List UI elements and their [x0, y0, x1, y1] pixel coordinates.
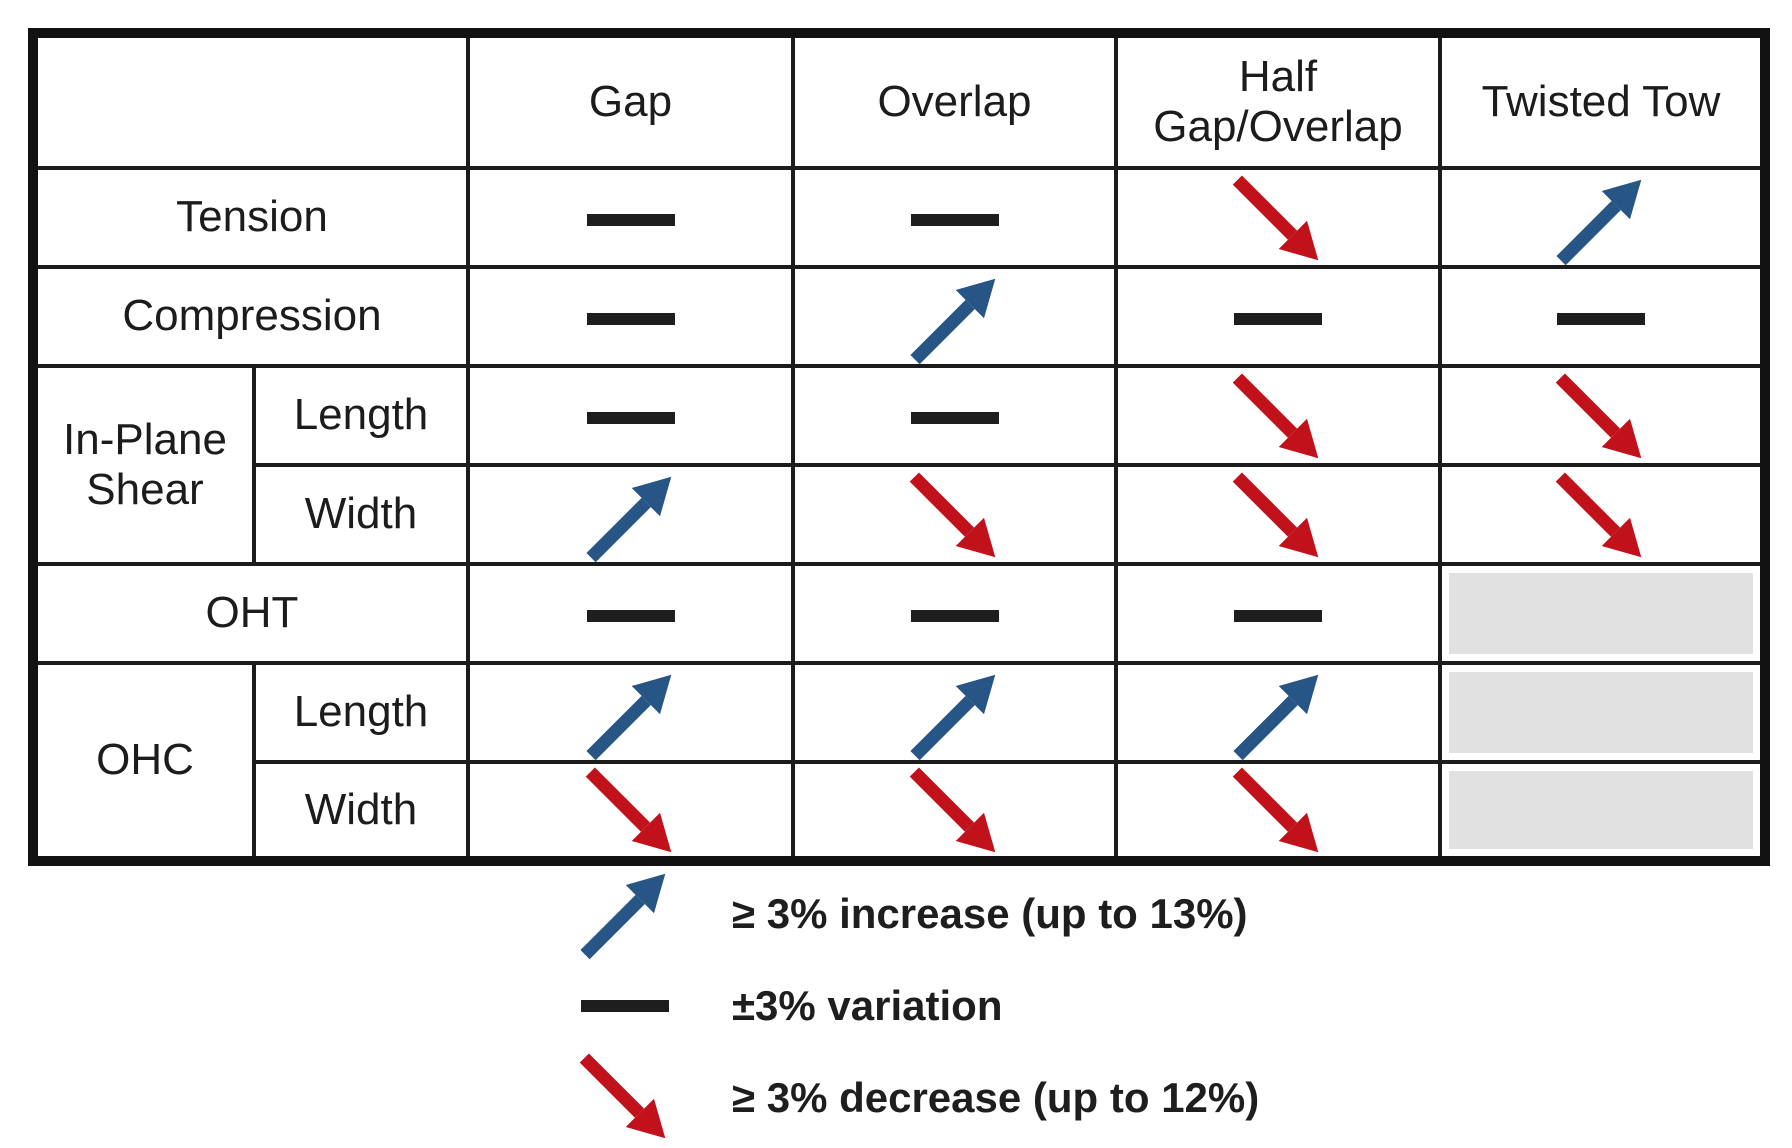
- legend-item-increase: ≥ 3% increase (up to 13%): [550, 859, 1259, 959]
- effect-cell: [791, 264, 1118, 369]
- effect-cell: [791, 562, 1118, 666]
- effect-cell: [1114, 364, 1442, 473]
- table-row-oht: OHT: [31, 562, 1767, 666]
- row-sublabel-width: Width: [252, 760, 470, 863]
- corner-cell: [31, 30, 470, 171]
- table-row-inplane-shear-length: In-Plane Shear Length: [31, 364, 1767, 567]
- legend-item-variation: ±3% variation: [550, 964, 1259, 1048]
- effect-cell: [1114, 166, 1442, 275]
- legend-label-variation: ±3% variation: [732, 982, 1003, 1029]
- row-sublabel-length: Length: [252, 661, 470, 765]
- effect-cell: [1438, 265, 1767, 369]
- effect-cell: [1438, 364, 1767, 473]
- row-label-compression: Compression: [31, 265, 470, 369]
- table-row-ohc-length: OHC Length: [31, 660, 1767, 863]
- table-row-ohc-width: Width: [33, 760, 1767, 867]
- legend-label-increase: ≥ 3% increase (up to 13%): [732, 890, 1248, 937]
- defect-effects-table: Gap Overlap Half Gap/Overlap Twisted Tow…: [28, 28, 1770, 867]
- effect-cell: [466, 364, 795, 468]
- row-sublabel-width: Width: [252, 463, 470, 567]
- legend-label-decrease: ≥ 3% decrease (up to 12%): [732, 1074, 1260, 1121]
- effect-cell: [791, 166, 1118, 270]
- decrease-arrow-icon: [550, 1053, 700, 1148]
- table-row-tension: Tension: [31, 165, 1767, 275]
- row-label-inplane-shear: In-Plane Shear: [31, 364, 256, 567]
- column-header-half-gap-overlap: Half Gap/Overlap: [1114, 30, 1442, 171]
- row-label-tension: Tension: [31, 166, 470, 270]
- row-label-ohc: OHC: [31, 661, 256, 863]
- effect-cell: [791, 463, 1118, 572]
- effect-cell: [466, 562, 795, 666]
- effect-cell: [466, 462, 795, 567]
- effect-cell: [1438, 562, 1767, 666]
- effect-cell: [791, 660, 1118, 765]
- legend-item-decrease: ≥ 3% decrease (up to 12%): [550, 1053, 1260, 1148]
- table-row-inplane-shear-width: Width: [33, 462, 1767, 572]
- increase-arrow-icon: [550, 859, 700, 959]
- legend: ≥ 3% increase (up to 13%) ±3% variation …: [550, 859, 1260, 1148]
- effect-cell: [1114, 265, 1442, 369]
- effect-cell: [1438, 463, 1767, 572]
- effect-cell: [466, 760, 795, 867]
- table-row-compression: Compression: [31, 264, 1767, 369]
- column-header-overlap: Overlap: [791, 30, 1118, 171]
- row-sublabel-length: Length: [252, 364, 470, 468]
- effect-cell: [466, 265, 795, 369]
- variation-dash-icon: [550, 1000, 700, 1012]
- effect-cell: [791, 364, 1118, 468]
- effect-cell: [1114, 760, 1442, 867]
- row-label-oht: OHT: [31, 562, 470, 666]
- column-header-gap: Gap: [466, 30, 795, 171]
- column-header-twisted-tow: Twisted Tow: [1438, 30, 1767, 171]
- effect-cell: [466, 166, 795, 270]
- effect-cell: [1114, 463, 1442, 572]
- effect-cell: [466, 660, 795, 765]
- effect-cell: [1438, 760, 1767, 863]
- table-header-row: Gap Overlap Half Gap/Overlap Twisted Tow: [31, 30, 1767, 171]
- effect-cell: [1438, 165, 1767, 270]
- effect-cell: [1438, 661, 1767, 765]
- effect-cell: [1114, 562, 1442, 666]
- effect-cell: [791, 760, 1118, 867]
- effect-cell: [1114, 660, 1442, 765]
